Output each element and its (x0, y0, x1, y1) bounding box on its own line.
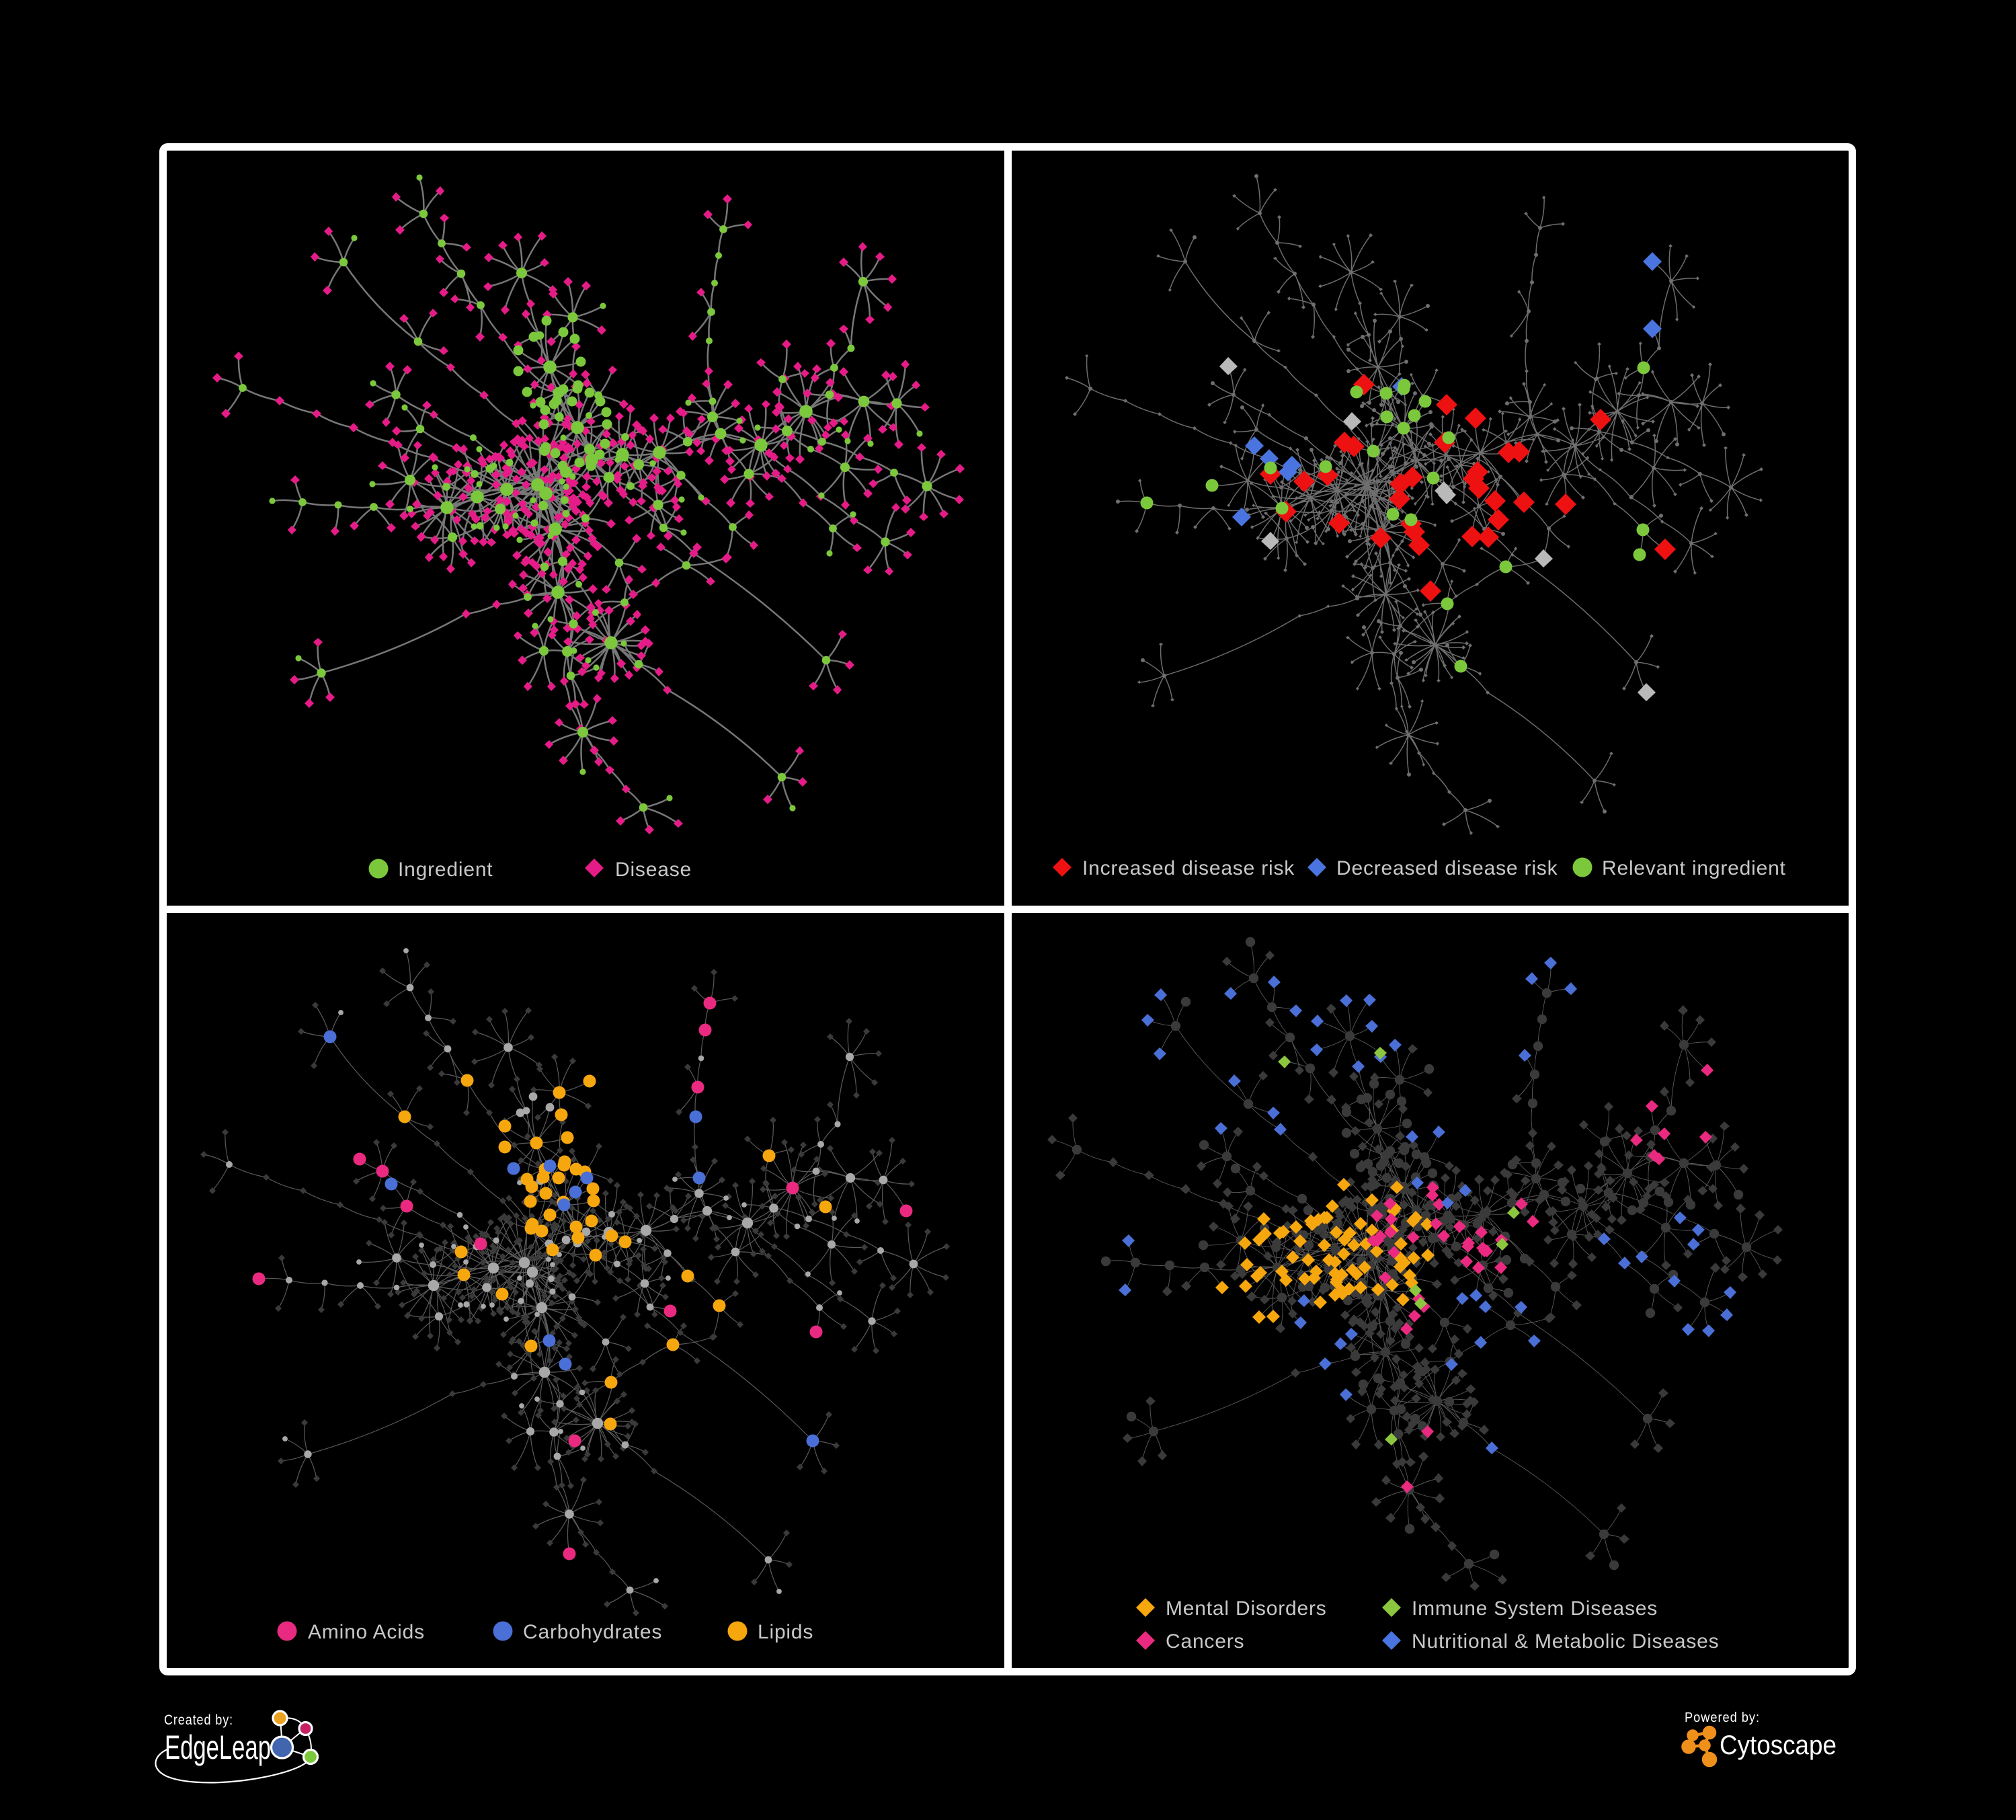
svg-text:EdgeLeap: EdgeLeap (165, 1729, 271, 1766)
svg-text:Mental Disorders: Mental Disorders (1166, 1597, 1327, 1620)
svg-text:Powered by:: Powered by: (1685, 1710, 1760, 1725)
svg-text:Cytoscape: Cytoscape (1720, 1731, 1837, 1760)
svg-text:Increased disease risk: Increased disease risk (1082, 857, 1295, 879)
svg-text:Disease: Disease (615, 859, 692, 881)
svg-text:Amino Acids: Amino Acids (308, 1621, 425, 1643)
svg-text:Relevant ingredient: Relevant ingredient (1602, 857, 1786, 879)
svg-text:Immune System Diseases: Immune System Diseases (1412, 1597, 1658, 1620)
svg-text:Cancers: Cancers (1166, 1630, 1244, 1653)
svg-text:Created by:: Created by: (164, 1712, 233, 1728)
svg-text:Decreased disease risk: Decreased disease risk (1336, 857, 1558, 879)
svg-text:Lipids: Lipids (758, 1621, 813, 1643)
svg-text:Ingredient: Ingredient (398, 859, 493, 881)
svg-text:Nutritional & Metabolic Diseas: Nutritional & Metabolic Diseases (1412, 1630, 1719, 1653)
svg-text:Carbohydrates: Carbohydrates (523, 1621, 662, 1643)
